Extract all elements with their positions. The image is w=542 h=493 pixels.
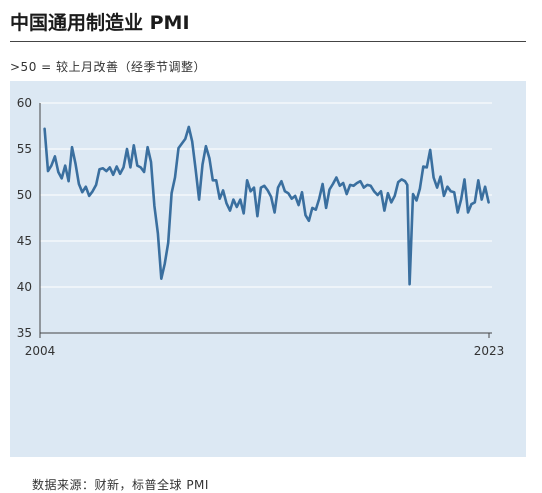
grid-layer <box>40 102 492 334</box>
x-tick-label: 2023 <box>474 344 505 358</box>
title-divider <box>10 41 526 42</box>
chart-subtitle: >50 = 较上月改善（经季节调整） <box>10 60 207 74</box>
source-note: 数据来源：财新，标普全球 PMI <box>32 478 209 492</box>
y-tick-label: 45 <box>17 234 32 248</box>
chart-title: 中国通用制造业 PMI <box>10 12 190 34</box>
x-tick-label: 2004 <box>25 344 56 358</box>
pmi-line-chart: 35 40 45 50 55 60 2004 2023 <box>17 96 505 358</box>
axis-layer: 35 40 45 50 55 60 2004 2023 <box>17 96 505 358</box>
y-tick-label: 50 <box>17 188 32 202</box>
series-layer <box>43 125 490 286</box>
y-tick-label: 55 <box>17 142 32 156</box>
y-tick-label: 60 <box>17 96 32 110</box>
y-tick-label: 40 <box>17 280 32 294</box>
chart-panel: 35 40 45 50 55 60 2004 2023 数据来源：财新，标普全球 PMI <box>10 81 526 492</box>
pmi-series-line <box>43 125 490 286</box>
y-tick-label: 35 <box>17 326 32 340</box>
